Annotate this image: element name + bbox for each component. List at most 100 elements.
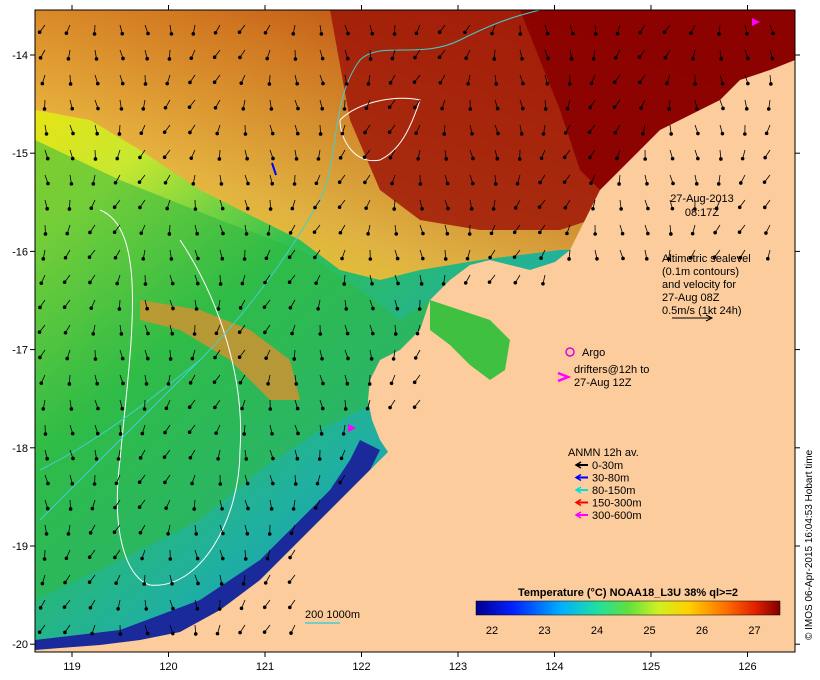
velocity-arrow-head <box>91 182 96 186</box>
velocity-arrow-head <box>641 131 645 136</box>
velocity-arrow-head <box>113 505 117 510</box>
map-area <box>35 10 795 652</box>
velocity-arrow-head <box>293 57 298 61</box>
velocity-arrow-head <box>112 530 117 534</box>
velocity-arrow-head <box>188 455 193 460</box>
velocity-arrow-head <box>364 106 369 111</box>
velocity-arrow-head <box>241 582 246 586</box>
velocity-arrow-head <box>296 431 300 436</box>
velocity-arrow-head <box>269 507 274 511</box>
velocity-arrow-head <box>39 381 44 385</box>
velocity-arrow-head <box>689 31 693 35</box>
velocity-arrow-head <box>390 181 394 186</box>
velocity-arrow-head <box>370 281 374 286</box>
velocity-arrow-head <box>213 355 217 360</box>
velocity-arrow-head <box>42 107 47 111</box>
green-band <box>35 140 440 600</box>
anmn-item-label: 0-30m <box>592 460 623 472</box>
velocity-arrow-head <box>466 82 470 86</box>
velocity-arrow-head <box>493 182 498 186</box>
velocity-arrow-head <box>696 156 700 161</box>
velocity-arrow-head <box>238 630 242 635</box>
velocity-arrow-head <box>213 405 217 410</box>
map-border <box>34 9 796 653</box>
velocity-arrow-head <box>345 56 350 61</box>
velocity-arrow-head <box>113 555 117 560</box>
velocity-arrow-head <box>44 132 49 136</box>
velocity-arrow-head <box>413 105 417 110</box>
velocity-arrow-head <box>370 31 375 36</box>
velocity-arrow-head <box>219 182 224 186</box>
velocity-arrow-head <box>288 605 292 610</box>
velocity-arrow-head <box>339 456 344 461</box>
velocity-arrow-head <box>591 57 596 61</box>
velocity-arrow-head <box>89 306 94 310</box>
velocity-arrow-head <box>319 432 324 436</box>
velocity-arrow-head <box>368 257 373 261</box>
velocity-arrow-head <box>90 506 95 511</box>
velocity-arrow-head <box>66 57 71 61</box>
velocity-arrow-head <box>539 156 544 161</box>
velocity-arrow-head <box>517 157 522 161</box>
velocity-arrow-head <box>144 607 149 611</box>
velocity-arrow-head <box>746 56 750 61</box>
velocity-arrow-head <box>118 432 123 436</box>
velocity-arrow-head <box>337 180 342 185</box>
velocity-arrow-head <box>263 330 267 335</box>
velocity-arrow-head <box>562 155 567 160</box>
velocity-arrow-head <box>213 31 218 35</box>
velocity-arrow-head <box>464 56 468 60</box>
colorbar-title: Temperature (°C) NOAA18_L3U 38% ql>=2 <box>518 587 738 599</box>
depth-label: 200 1000m <box>305 609 360 621</box>
velocity-arrow-head <box>137 480 142 485</box>
velocity-arrow-head <box>488 255 492 260</box>
drifters-line1: drifters@12h to <box>574 364 649 376</box>
velocity-arrow-head <box>140 431 145 436</box>
velocity-arrow-head <box>138 205 142 210</box>
depth-contour <box>39 10 541 521</box>
velocity-arrow-head <box>289 531 294 536</box>
velocity-arrow-head <box>443 257 448 261</box>
velocity-arrow-head <box>170 281 175 286</box>
velocity-arrow-head <box>669 132 673 136</box>
velocity-arrow-head <box>43 432 48 436</box>
velocity-arrow-head <box>644 257 649 261</box>
velocity-arrow-head <box>620 231 625 236</box>
velocity-arrow-head <box>88 605 93 610</box>
velocity-arrow-head <box>543 107 548 111</box>
velocity-arrow-head <box>738 255 743 260</box>
velocity-arrow-head <box>321 381 325 386</box>
velocity-arrow-head <box>115 281 119 286</box>
velocity-arrow-head <box>418 182 423 186</box>
velocity-arrow-head <box>388 405 392 410</box>
velocity-arrow-head <box>763 155 767 160</box>
velocity-arrow-head <box>240 281 245 286</box>
velocity-arrow-head <box>563 131 568 135</box>
velocity-arrow-head <box>162 155 167 160</box>
colorbar-tick-label: 25 <box>643 625 655 637</box>
velocity-arrow-head <box>167 57 172 61</box>
velocity-arrow-head <box>137 180 142 184</box>
velocity-arrow-head <box>714 206 719 211</box>
velocity-arrow-head <box>719 57 723 61</box>
velocity-arrow-head <box>366 82 371 86</box>
velocity-arrow-head <box>238 380 243 385</box>
velocity-arrow-head <box>416 157 420 161</box>
velocity-arrow-head <box>237 355 242 359</box>
velocity-arrow-head <box>390 56 395 61</box>
velocity-arrow-head <box>341 432 346 436</box>
velocity-arrow-head <box>71 131 75 136</box>
velocity-arrow-head <box>68 507 73 511</box>
sealevel-contour-2 <box>339 97 421 162</box>
velocity-arrow-head <box>667 107 671 111</box>
velocity-arrow-head <box>96 406 100 411</box>
velocity-arrow-head <box>518 32 523 36</box>
velocity-arrow-head <box>567 82 572 86</box>
velocity-arrow-head <box>245 481 250 486</box>
velocity-arrow-head <box>143 282 148 286</box>
velocity-arrow-head <box>294 382 299 386</box>
lat-tick-label: -16 <box>12 246 28 258</box>
velocity-arrow-head <box>363 180 367 185</box>
velocity-arrow-head <box>212 80 217 85</box>
